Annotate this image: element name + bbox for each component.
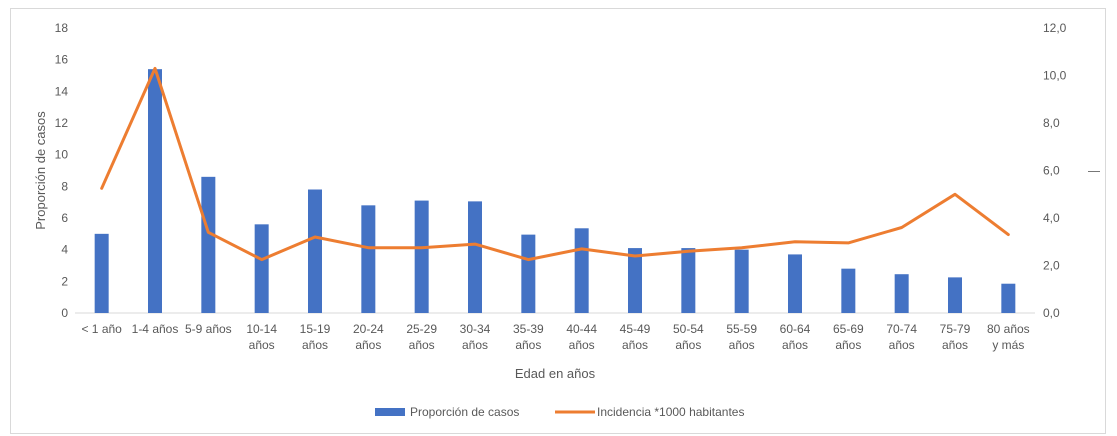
y2-axis-mark: —	[1088, 164, 1100, 178]
bar	[361, 205, 376, 313]
x-tick-label: 70-74	[886, 322, 917, 336]
x-tick-label: 55-59	[726, 322, 757, 336]
bar	[94, 233, 109, 313]
x-tick-label: 80 años	[987, 322, 1030, 336]
y-tick-label: 4	[61, 243, 68, 257]
x-tick-label: 30-34	[460, 322, 491, 336]
x-tick-label: 60-64	[780, 322, 811, 336]
x-tick-label: años	[355, 338, 381, 352]
bar	[254, 224, 269, 313]
x-tick-label: 1-4 años	[132, 322, 179, 336]
x-tick-label: años	[729, 338, 755, 352]
y-tick-label: 18	[55, 21, 69, 35]
y2-tick-label: 6,0	[1043, 164, 1060, 178]
x-tick-label: años	[409, 338, 435, 352]
bar	[468, 201, 482, 313]
x-tick-label: 20-24	[353, 322, 384, 336]
y-axis-title: Proporción de casos	[33, 111, 48, 230]
x-tick-label: años	[515, 338, 541, 352]
x-tick-label: < 1 año	[81, 322, 122, 336]
x-tick-label: años	[569, 338, 595, 352]
incidence-line	[100, 66, 1010, 262]
bar	[148, 69, 162, 314]
x-tick-label: años	[942, 338, 968, 352]
x-tick-label: 75-79	[940, 322, 971, 336]
y2-tick-label: 0,0	[1043, 306, 1060, 320]
y2-tick-label: 10,0	[1043, 69, 1067, 83]
bar	[948, 277, 962, 313]
x-tick-label: años	[302, 338, 328, 352]
x-tick-label: 45-49	[620, 322, 651, 336]
y-tick-label: 8	[61, 179, 68, 193]
x-tick-label: 65-69	[833, 322, 864, 336]
x-tick-label: años	[889, 338, 915, 352]
y-tick-label: 14	[55, 84, 69, 98]
y2-tick-label: 8,0	[1043, 116, 1060, 130]
bar	[574, 228, 589, 313]
y-tick-label: 2	[61, 274, 68, 288]
legend-label-line: Incidencia *1000 habitantes	[597, 405, 744, 419]
bar	[734, 249, 749, 313]
x-tick-label: 10-14	[246, 322, 277, 336]
x-tick-label: años	[835, 338, 861, 352]
bar	[628, 248, 642, 313]
y-tick-label: 10	[55, 148, 69, 162]
x-tick-label: 35-39	[513, 322, 544, 336]
bar	[788, 254, 802, 313]
y-tick-label: 16	[55, 53, 69, 67]
x-tick-label: 5-9 años	[185, 322, 232, 336]
bar	[841, 268, 856, 313]
y-tick-label: 6	[61, 211, 68, 225]
chart-frame	[10, 8, 1106, 434]
bar	[308, 189, 322, 313]
x-tick-label: 40-44	[566, 322, 597, 336]
x-tick-label: 25-29	[406, 322, 437, 336]
x-tick-label: y más	[992, 338, 1024, 352]
x-tick-label: años	[462, 338, 488, 352]
bar	[1001, 283, 1016, 313]
bar	[521, 234, 536, 313]
bar	[681, 248, 696, 313]
bar	[414, 200, 429, 313]
x-tick-label: 15-19	[300, 322, 331, 336]
x-tick-label: años	[675, 338, 701, 352]
x-tick-label: 50-54	[673, 322, 704, 336]
y2-tick-label: 2,0	[1043, 259, 1060, 273]
y-tick-label: 0	[61, 306, 68, 320]
y2-tick-label: 4,0	[1043, 211, 1060, 225]
legend-swatch-bars	[375, 408, 405, 416]
x-tick-label: años	[782, 338, 808, 352]
x-tick-label: años	[622, 338, 648, 352]
y2-tick-label: 12,0	[1043, 21, 1067, 35]
y-tick-label: 12	[55, 116, 69, 130]
legend-label-bars: Proporción de casos	[410, 405, 519, 419]
bar	[894, 274, 909, 313]
bar	[201, 176, 216, 313]
x-axis-title: Edad en años	[515, 366, 596, 381]
x-tick-label: años	[249, 338, 275, 352]
